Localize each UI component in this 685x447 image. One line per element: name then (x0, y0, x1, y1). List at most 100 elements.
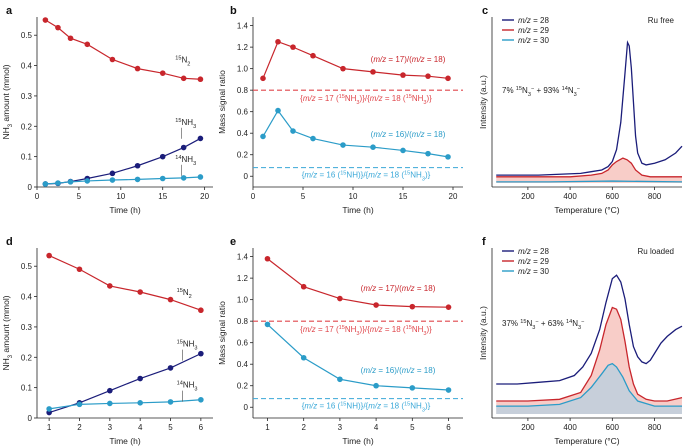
y-tick-label: 0.5 (21, 31, 33, 40)
x-tick-label: 1 (265, 423, 270, 432)
data-point (167, 399, 174, 405)
data-point (134, 162, 141, 169)
x-tick-label: 0 (251, 192, 256, 201)
data-point (445, 154, 451, 160)
x-axis-label: Temperature (°C) (554, 205, 619, 215)
chart-title: Ru free (648, 16, 675, 25)
data-point (134, 176, 141, 183)
data-point (107, 387, 113, 394)
data-point (42, 181, 49, 187)
series-line (267, 323, 449, 391)
y-tick-label: 0 (244, 403, 249, 412)
legend-label: m/z = 28 (518, 16, 549, 25)
y-tick-label: 1.0 (237, 296, 249, 305)
x-tick-label: 20 (449, 192, 458, 201)
y-tick-label: 0 (244, 172, 249, 181)
panel-label: d (6, 236, 13, 248)
y-tick-label: 0 (28, 183, 33, 192)
data-point (197, 135, 204, 142)
series-label: (m/z = 16)/(m/z = 18) (371, 130, 446, 139)
data-point (55, 180, 61, 186)
data-point (84, 41, 91, 48)
x-tick-label: 400 (563, 423, 577, 432)
panel-f: f 200 400 600 800 Temperature (°C) Intensity (… (478, 236, 683, 446)
x-tick-label: 10 (116, 192, 125, 201)
y-tick-label: 0.8 (237, 317, 249, 326)
series-line (48, 255, 202, 311)
data-point (370, 69, 376, 75)
y-tick-label: 0.4 (21, 62, 33, 71)
data-point (137, 400, 143, 406)
x-axis-label: Time (h) (109, 436, 140, 446)
data-point (310, 135, 316, 142)
data-point (134, 65, 141, 72)
data-point (198, 350, 204, 357)
x-tick-label: 5 (301, 192, 306, 201)
y-tick-label: 0.1 (21, 384, 33, 393)
panel-a: a 0 5 10 15 20 0 0.1 0.2 0.3 0.4 0.5 Time (h) NH3 amo… (1, 5, 213, 215)
series-line (496, 40, 683, 176)
data-point (109, 170, 116, 177)
legend-label: m/z = 29 (518, 257, 549, 266)
series-label: (m/z = 17)/(m/z = 18) (371, 55, 446, 64)
y-tick-label: 0.4 (237, 129, 249, 138)
y-tick-label: 0.2 (237, 151, 249, 160)
y-tick-label: 0 (28, 414, 33, 423)
y-tick-label: 0.4 (21, 293, 33, 302)
data-point (167, 296, 174, 303)
data-point (159, 175, 166, 182)
reference-line-label: {m/z = 17 (15NH3)}/{m/z = 18 (15NH3)} (300, 325, 432, 337)
data-point (337, 295, 343, 302)
panel-label: b (230, 5, 237, 17)
data-point (340, 65, 346, 72)
x-axis-label: Temperature (°C) (554, 436, 619, 446)
data-point (84, 178, 91, 184)
data-point (107, 283, 113, 289)
data-point (159, 70, 166, 76)
data-point (300, 283, 307, 290)
x-tick-label: 20 (200, 192, 209, 201)
data-point (76, 401, 83, 408)
y-tick-label: 0.6 (237, 339, 249, 348)
series-annotation: 14NH3 (177, 381, 198, 393)
data-point (445, 387, 452, 393)
y-tick-label: 0.3 (21, 323, 33, 332)
y-axis-label: NH3 amount (mmol) (1, 295, 14, 370)
y-tick-label: 1.2 (237, 43, 249, 52)
x-tick-label: 400 (563, 192, 577, 201)
x-tick-label: 15 (399, 192, 408, 201)
x-tick-label: 3 (108, 423, 113, 432)
data-point (445, 75, 451, 82)
data-point (275, 107, 281, 114)
data-point (137, 289, 143, 295)
data-point (260, 133, 266, 140)
x-tick-label: 5 (168, 423, 173, 432)
composition-annotation: 7% 15N3− + 93% 14N3− (502, 86, 580, 98)
series-line (496, 306, 683, 402)
legend-label: m/z = 30 (518, 267, 549, 276)
y-tick-label: 0.1 (21, 153, 33, 162)
y-axis-label: Mass signal ratio (217, 70, 227, 134)
series-line (48, 353, 202, 414)
series-line (496, 180, 683, 183)
legend-label: m/z = 28 (518, 247, 549, 256)
x-tick-label: 2 (301, 423, 306, 432)
x-tick-label: 4 (138, 423, 143, 432)
x-axis-label: Time (h) (342, 205, 373, 215)
data-point (264, 321, 271, 328)
series-line (267, 258, 449, 308)
data-point (67, 35, 74, 42)
data-point (400, 72, 406, 78)
reference-line-label: {m/z = 17 (15NH3)}/{m/z = 18 (15NH3)} (300, 94, 432, 106)
y-tick-label: 1.4 (237, 253, 249, 262)
data-point (290, 44, 296, 50)
y-tick-label: 1.0 (237, 65, 249, 74)
data-point (180, 175, 187, 181)
panel-label: c (482, 5, 488, 17)
chart-title: Ru loaded (638, 247, 674, 256)
x-tick-label: 3 (338, 423, 343, 432)
x-tick-label: 5 (77, 192, 82, 201)
data-point (76, 266, 83, 273)
reference-line-label: {m/z = 16 (15NH)}/{m/z = 18 (15NH3)} (302, 171, 431, 183)
